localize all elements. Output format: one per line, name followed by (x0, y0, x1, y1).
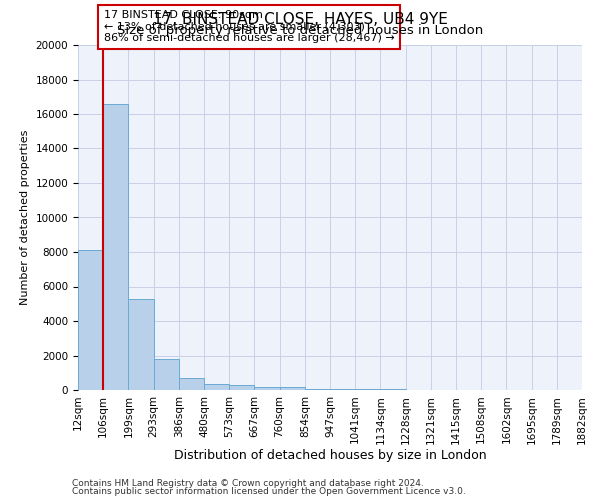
Bar (280, 388, 305, 390)
Text: Contains HM Land Registry data © Crown copyright and database right 2024.: Contains HM Land Registry data © Crown c… (72, 478, 424, 488)
Bar (229, 385, 254, 390)
Bar (305, 388, 330, 390)
X-axis label: Distribution of detached houses by size in London: Distribution of detached houses by size … (173, 449, 487, 462)
Bar (78, 250, 103, 390)
Text: 17, BINSTEAD CLOSE, HAYES, UB4 9YE: 17, BINSTEAD CLOSE, HAYES, UB4 9YE (152, 12, 448, 28)
Text: 17 BINSTEAD CLOSE: 90sqm
← 13% of detached houses are smaller (4,303)
86% of sem: 17 BINSTEAD CLOSE: 90sqm ← 13% of detach… (104, 10, 394, 43)
Y-axis label: Number of detached properties: Number of detached properties (20, 130, 30, 305)
Bar (103, 104, 128, 390)
Bar (330, 389, 355, 390)
Bar (254, 386, 280, 390)
Bar (154, 359, 179, 390)
Text: Contains public sector information licensed under the Open Government Licence v3: Contains public sector information licen… (72, 487, 466, 496)
Bar (179, 378, 204, 390)
Text: Size of property relative to detached houses in London: Size of property relative to detached ho… (117, 24, 483, 37)
Bar (204, 384, 229, 390)
Bar (128, 298, 154, 390)
